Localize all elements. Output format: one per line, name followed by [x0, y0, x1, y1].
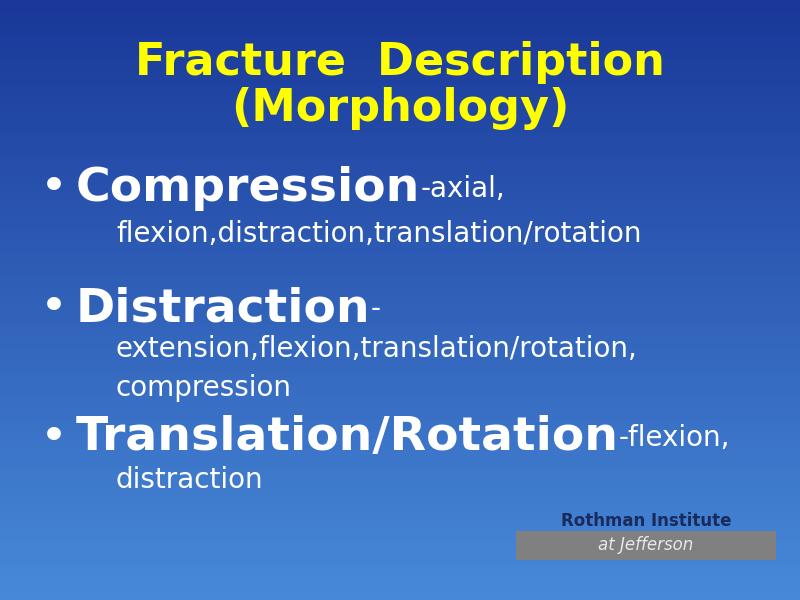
Text: flexion,distraction,translation/rotation: flexion,distraction,translation/rotation: [116, 220, 642, 248]
Text: Fracture  Description: Fracture Description: [135, 41, 665, 85]
Text: at Jefferson: at Jefferson: [598, 536, 694, 554]
Text: •: •: [40, 166, 68, 211]
Text: distraction: distraction: [116, 466, 264, 494]
Text: -axial,: -axial,: [420, 175, 505, 203]
Text: Rothman Institute: Rothman Institute: [561, 512, 731, 530]
Text: extension,flexion,translation/rotation,
compression: extension,flexion,translation/rotation, …: [116, 335, 638, 403]
Text: Translation/Rotation: Translation/Rotation: [76, 415, 619, 461]
Text: -flexion,: -flexion,: [619, 424, 730, 452]
Text: -: -: [370, 295, 381, 323]
Text: •: •: [40, 415, 68, 461]
Text: Compression: Compression: [76, 166, 420, 211]
Text: Distraction: Distraction: [76, 286, 370, 331]
Text: (Morphology): (Morphology): [231, 86, 569, 130]
FancyBboxPatch shape: [516, 531, 776, 560]
Text: •: •: [40, 286, 68, 331]
